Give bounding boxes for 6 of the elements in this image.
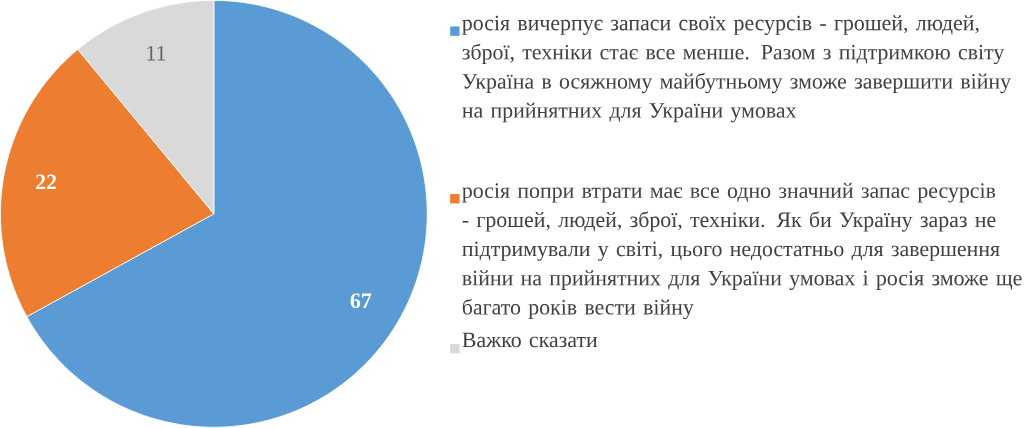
legend-label: росія вичерпує запаси своїх ресурсів - грошей, людей, зброї, техніки стає все менше. Разом з підтримкою світу Україна в осяжному майбутньому зможе завершити війну на прийнятних для України умовах xyxy=(462,15,1011,123)
data-label: 22 xyxy=(36,174,57,190)
data-label: 11 xyxy=(147,46,166,61)
data-label: 67 xyxy=(350,293,372,309)
legend-label: Важко сказати xyxy=(462,332,598,348)
legend-label: росія попри втрати має все одно значний запас ресурсів - грошей, людей, зброї, техніки. Як би Україну зараз не підтримували у світі, цього недостатньо для завершення війни на прийнятних для України умовах і росія зможе ще багато років вести війну xyxy=(462,182,1022,320)
